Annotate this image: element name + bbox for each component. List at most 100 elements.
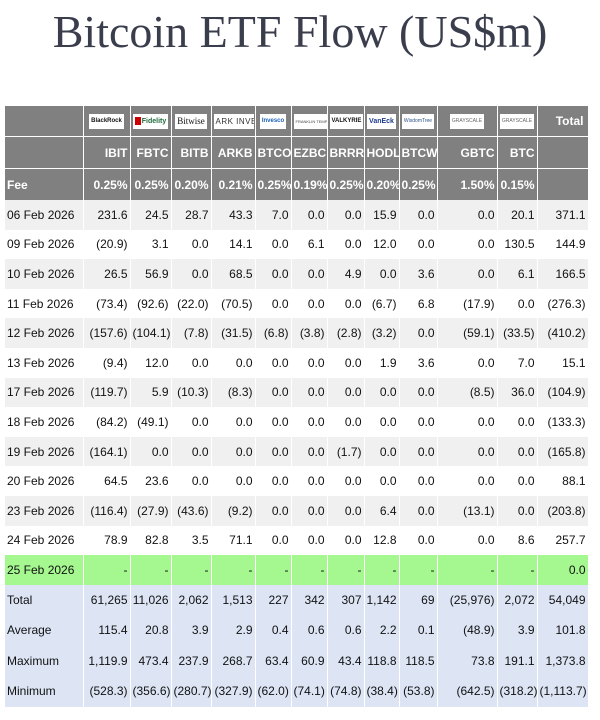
summary-cell: 268.7 [211, 645, 256, 677]
summary-label: Maximum [5, 645, 84, 677]
flow-cell: 0.0 [171, 407, 212, 437]
summary-cell: 3.9 [497, 615, 538, 646]
ticker-arkb: ARKB [211, 136, 256, 169]
vaneck-logo: VanEck [367, 113, 396, 129]
flow-cell: 0.0 [327, 229, 365, 260]
row-total: 15.1 [537, 347, 589, 378]
fee-row-total [537, 168, 589, 200]
summary-cell: 0.4 [255, 615, 292, 646]
table-row: 23 Feb 2026 (116.4) (27.9) (43.6) (9.2) 0.0 0.… [5, 495, 589, 526]
flow-cell: 0.0 [255, 525, 292, 556]
ticker-btcw: BTCW [399, 136, 438, 169]
row-total: (203.8) [537, 495, 589, 526]
summary-cell: (48.9) [437, 615, 498, 646]
row-date: 11 Feb 2026 [5, 288, 84, 319]
flow-cell: 3.6 [399, 347, 438, 378]
flow-cell: 0.0 [211, 436, 256, 467]
fee-arkb: 0.21% [211, 168, 256, 200]
flow-cell: 5.9 [130, 377, 172, 408]
etf-flow-table: BlackRock Fidelity Bitwise ARK INVEST In… [5, 106, 589, 707]
flow-cell: - [171, 555, 212, 585]
flow-cell: 0.0 [255, 288, 292, 319]
summary-cell: 0.6 [327, 615, 365, 646]
flow-cell: 0.0 [437, 436, 498, 467]
invesco-logo: Invesco [259, 113, 287, 129]
flow-cell: 0.0 [130, 436, 172, 467]
flow-cell: 3.1 [130, 229, 172, 260]
summary-cell: 2.2 [364, 615, 400, 646]
fee-fbtc: 0.25% [130, 168, 172, 200]
summary-total: 54,049 [537, 584, 589, 616]
row-total: (410.2) [537, 318, 589, 348]
flow-cell: (6.8) [255, 318, 292, 348]
flow-cell: (1.7) [327, 436, 365, 467]
flow-cell: 0.0 [399, 407, 438, 437]
summary-row: Maximum 1,119.9 473.4 237.9 268.7 63.4 60.9 43.… [5, 645, 589, 677]
flow-cell: 0.0 [291, 200, 328, 230]
flow-cell: 82.8 [130, 525, 172, 556]
summary-cell: 20.8 [130, 615, 172, 646]
ticker-ezbc: EZBC [291, 136, 328, 169]
flow-cell: (17.9) [437, 288, 498, 319]
flow-cell: (2.8) [327, 318, 365, 348]
flow-cell: (20.9) [83, 229, 131, 260]
flow-cell: 0.0 [327, 200, 365, 230]
flow-cell: 0.0 [364, 466, 400, 496]
flow-cell: - [255, 555, 292, 585]
summary-total: 1,373.8 [537, 645, 589, 677]
table-row: 24 Feb 2026 78.9 82.8 3.5 71.1 0.0 0.0 0.0 12.8 0… [5, 525, 589, 556]
row-date: 23 Feb 2026 [5, 495, 84, 526]
grayscale-gbtc-logo: GRAYSCALE [449, 113, 485, 129]
row-total: 144.9 [537, 229, 589, 260]
flow-cell: - [211, 555, 256, 585]
flow-cell: (9.4) [83, 347, 131, 378]
fee-ezbc: 0.19% [291, 168, 328, 200]
summary-cell: 1,119.9 [83, 645, 131, 677]
flow-cell: (119.7) [83, 377, 131, 408]
flow-cell: 26.5 [83, 259, 131, 289]
flow-cell: 28.7 [171, 200, 212, 230]
flow-cell: 0.0 [364, 436, 400, 467]
flow-cell: 0.0 [399, 495, 438, 526]
summary-cell: 118.5 [399, 645, 438, 677]
flow-cell: (3.2) [364, 318, 400, 348]
franklin-templeton-logo: FRANKLIN TEMPLETON [293, 113, 326, 129]
table-row: 13 Feb 2026 (9.4) 12.0 0.0 0.0 0.0 0.0 0.0 1.9 3.… [5, 347, 589, 378]
flow-cell: (73.4) [83, 288, 131, 319]
row-date: 24 Feb 2026 [5, 525, 84, 556]
flow-cell: 0.0 [327, 407, 365, 437]
table-row: 06 Feb 2026 231.6 24.5 28.7 43.3 7.0 0.0 0.0 15.… [5, 200, 589, 230]
summary-cell: 43.4 [327, 645, 365, 677]
flow-cell: 12.0 [364, 229, 400, 260]
flow-cell: 0.0 [291, 259, 328, 289]
summary-cell: 3.9 [171, 615, 212, 646]
ticker-gbtc: GBTC [437, 136, 498, 169]
row-total: 88.1 [537, 466, 589, 496]
summary-cell: 2.9 [211, 615, 256, 646]
flow-cell: 15.9 [364, 200, 400, 230]
fee-gbtc: 1.50% [437, 168, 498, 200]
flow-cell: 0.0 [255, 436, 292, 467]
flow-cell: 0.0 [211, 347, 256, 378]
flow-cell: - [291, 555, 328, 585]
flow-cell: 130.5 [497, 229, 538, 260]
flow-cell: - [130, 555, 172, 585]
flow-cell: 0.0 [327, 288, 365, 319]
summary-label: Minimum [5, 676, 84, 707]
ticker-fbtc: FBTC [130, 136, 172, 169]
flow-cell: (8.5) [437, 377, 498, 408]
row-date: 20 Feb 2026 [5, 466, 84, 496]
summary-cell: 1,142 [364, 584, 400, 616]
flow-cell: 0.0 [327, 377, 365, 408]
flow-cell: 0.0 [211, 407, 256, 437]
flow-cell: 0.0 [291, 407, 328, 437]
summary-cell: (327.9) [211, 676, 256, 707]
flow-cell: - [497, 555, 538, 585]
flow-cell: 20.1 [497, 200, 538, 230]
flow-cell: 0.0 [255, 347, 292, 378]
summary-cell: 63.4 [255, 645, 292, 677]
flow-cell: (70.5) [211, 288, 256, 319]
ticker-bitb: BITB [171, 136, 212, 169]
row-date: 18 Feb 2026 [5, 407, 84, 437]
flow-cell: 0.0 [497, 407, 538, 437]
